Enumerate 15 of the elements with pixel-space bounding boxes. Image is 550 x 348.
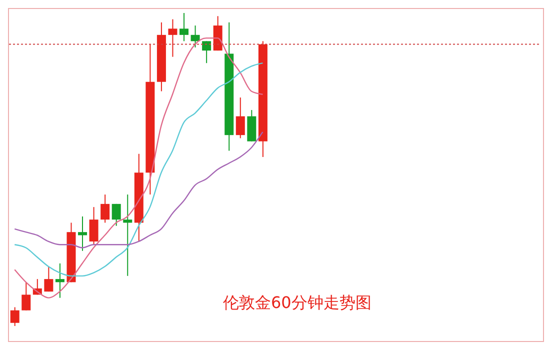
candlestick bbox=[202, 40, 212, 64]
candlestick bbox=[190, 25, 200, 48]
candlestick bbox=[10, 306, 20, 326]
candlestick bbox=[112, 203, 121, 226]
candlestick bbox=[100, 194, 110, 224]
annotation: 伦敦金60分钟走势图 bbox=[223, 293, 372, 314]
candlestick bbox=[236, 97, 245, 139]
candlestick bbox=[168, 18, 178, 58]
candlestick bbox=[89, 206, 98, 246]
candlestick bbox=[22, 282, 31, 311]
candlestick bbox=[78, 216, 88, 252]
candlestick bbox=[44, 266, 54, 292]
candlestick bbox=[123, 194, 132, 276]
candlestick bbox=[55, 262, 64, 298]
candlestick bbox=[180, 13, 188, 42]
